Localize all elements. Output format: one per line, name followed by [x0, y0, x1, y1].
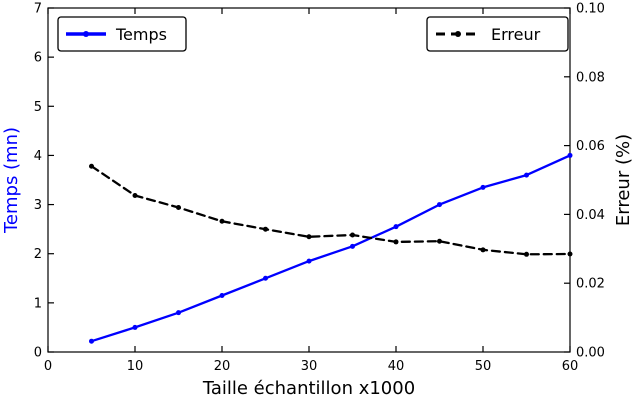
- x-tick-label: 30: [301, 359, 318, 374]
- series-marker-temps: [480, 184, 486, 190]
- y-right-tick-label: 0.10: [576, 2, 605, 17]
- series-marker-temps: [89, 338, 94, 344]
- y-left-tick-label: 3: [34, 198, 42, 213]
- series-marker-erreur: [89, 163, 94, 169]
- y-right-tick-label: 0.06: [576, 139, 605, 154]
- series-line-temps: [90, 154, 572, 343]
- y-right-tick-label: 0.04: [576, 208, 605, 223]
- legend-erreur-label: Erreur: [491, 25, 541, 44]
- x-axis-label: Taille échantillon x1000: [202, 378, 415, 399]
- series-marker-temps: [437, 202, 442, 208]
- series-marker-erreur: [480, 247, 486, 253]
- series-marker-erreur: [393, 239, 399, 245]
- legend-temps-label: Temps: [115, 25, 167, 44]
- series-marker-temps: [524, 172, 529, 178]
- series-line-erreur: [90, 165, 572, 256]
- x-tick-label: 40: [388, 359, 405, 374]
- series-marker-temps: [567, 152, 573, 158]
- series-marker-temps: [263, 275, 268, 281]
- series-marker-temps: [132, 324, 138, 330]
- x-tick-label: 50: [475, 359, 492, 374]
- y-left-tick-label: 2: [34, 247, 42, 262]
- plot-frame: [47, 7, 571, 353]
- x-tick-label: 20: [214, 359, 231, 374]
- y-right-tick-label: 0.08: [576, 70, 605, 85]
- y-left-tick-label: 1: [34, 296, 42, 311]
- series-marker-erreur: [567, 251, 573, 257]
- series-marker-erreur: [219, 218, 225, 224]
- legend-erreur-marker: [455, 31, 461, 37]
- series-marker-erreur: [350, 232, 355, 238]
- y-left-tick-label: 7: [34, 2, 42, 17]
- legend-temps-marker: [83, 31, 89, 37]
- series-marker-temps: [350, 243, 355, 249]
- series-marker-temps: [393, 224, 399, 230]
- data-series: [89, 152, 573, 344]
- y-axis-left-label: Temps (mn): [1, 127, 22, 234]
- legend-erreur-box: [426, 16, 569, 52]
- series-marker-temps: [219, 292, 225, 298]
- series-marker-temps: [176, 310, 181, 316]
- legend-erreur: Erreur: [426, 16, 569, 52]
- y-left-tick-label: 4: [34, 149, 42, 164]
- y-axis-right-label: Erreur (%): [613, 134, 634, 226]
- series-marker-erreur: [176, 205, 181, 211]
- legend-temps: Temps: [57, 16, 187, 52]
- series-marker-erreur: [132, 192, 138, 198]
- x-tick-label: 60: [562, 359, 579, 374]
- y-right-tick-label: 0.02: [576, 277, 605, 292]
- y-left-tick-label: 5: [34, 100, 42, 115]
- x-tick-label: 10: [127, 359, 144, 374]
- series-marker-erreur: [437, 238, 442, 244]
- x-tick-label: 0: [44, 359, 52, 374]
- legend-temps-box: [57, 16, 187, 52]
- series-marker-erreur: [524, 251, 529, 257]
- axis-ticks: 0 10 20 30 40 50 60 0 1 2 3 4 5 6 7 0.00 0.02 0.04 0.06 0.0…: [34, 2, 605, 375]
- y-right-tick-label: 0.00: [576, 346, 605, 361]
- series-marker-erreur: [306, 234, 312, 240]
- y-left-tick-label: 6: [34, 51, 42, 66]
- y-left-tick-label: 0: [34, 346, 42, 361]
- series-marker-temps: [306, 258, 312, 264]
- series-marker-erreur: [263, 226, 268, 232]
